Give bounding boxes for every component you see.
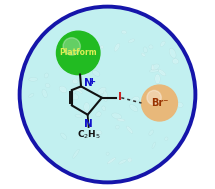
Circle shape: [147, 91, 161, 105]
Ellipse shape: [106, 152, 109, 155]
Ellipse shape: [77, 89, 82, 93]
Circle shape: [57, 31, 100, 75]
Ellipse shape: [127, 126, 132, 133]
Ellipse shape: [112, 113, 121, 119]
Text: Platform: Platform: [59, 48, 97, 57]
Ellipse shape: [149, 45, 153, 49]
Ellipse shape: [130, 105, 137, 111]
Circle shape: [20, 7, 195, 182]
Ellipse shape: [150, 70, 158, 72]
Ellipse shape: [165, 137, 168, 140]
Ellipse shape: [148, 102, 158, 107]
Text: N: N: [84, 78, 93, 88]
Ellipse shape: [73, 150, 79, 158]
Ellipse shape: [60, 51, 68, 56]
Text: +: +: [88, 77, 95, 86]
Ellipse shape: [122, 31, 126, 34]
Ellipse shape: [71, 93, 78, 99]
Ellipse shape: [161, 41, 165, 46]
Ellipse shape: [29, 94, 34, 97]
Text: N: N: [84, 119, 93, 129]
Ellipse shape: [101, 46, 103, 49]
Ellipse shape: [116, 125, 119, 129]
Ellipse shape: [46, 84, 50, 88]
Ellipse shape: [60, 86, 66, 92]
Ellipse shape: [164, 98, 169, 103]
Circle shape: [141, 85, 177, 121]
Ellipse shape: [61, 133, 66, 139]
Ellipse shape: [143, 47, 147, 53]
Ellipse shape: [152, 142, 155, 148]
Ellipse shape: [84, 103, 89, 111]
Ellipse shape: [129, 39, 134, 43]
Ellipse shape: [29, 78, 37, 81]
Ellipse shape: [142, 53, 145, 56]
Ellipse shape: [152, 65, 154, 70]
Ellipse shape: [158, 70, 166, 76]
Text: I: I: [118, 92, 121, 102]
Ellipse shape: [149, 130, 153, 135]
Ellipse shape: [96, 112, 101, 117]
Ellipse shape: [93, 71, 100, 76]
Ellipse shape: [74, 86, 83, 91]
Ellipse shape: [73, 79, 78, 83]
Ellipse shape: [98, 88, 106, 94]
Ellipse shape: [143, 99, 146, 103]
Ellipse shape: [108, 158, 115, 163]
Ellipse shape: [85, 61, 90, 66]
Ellipse shape: [42, 90, 47, 97]
Ellipse shape: [170, 49, 176, 58]
Ellipse shape: [115, 44, 120, 51]
Ellipse shape: [119, 160, 126, 164]
Ellipse shape: [151, 95, 157, 101]
Ellipse shape: [155, 74, 160, 83]
Ellipse shape: [75, 115, 82, 117]
Ellipse shape: [45, 73, 48, 78]
Ellipse shape: [128, 158, 132, 162]
Ellipse shape: [70, 89, 75, 95]
Circle shape: [63, 38, 80, 55]
Ellipse shape: [102, 106, 106, 111]
Ellipse shape: [151, 64, 159, 70]
Ellipse shape: [103, 91, 107, 101]
Ellipse shape: [60, 63, 65, 69]
Ellipse shape: [97, 131, 102, 134]
Ellipse shape: [117, 119, 125, 121]
Text: Br⁻: Br⁻: [151, 98, 168, 108]
Ellipse shape: [173, 59, 178, 64]
Text: C$_2$H$_5$: C$_2$H$_5$: [77, 129, 101, 141]
Ellipse shape: [177, 102, 183, 107]
Ellipse shape: [132, 97, 139, 102]
